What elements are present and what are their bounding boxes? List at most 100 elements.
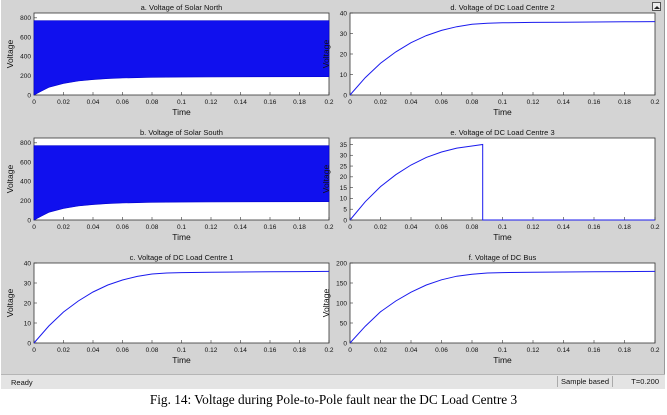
- x-tick-label: 0.1: [177, 347, 186, 354]
- y-tick-label: 150: [336, 280, 347, 287]
- y-tick-label: 0: [27, 340, 31, 347]
- scope-plots: a. Voltage of Solar North Time Voltage 0 0.0…: [5, 3, 660, 365]
- x-tick-label: 0.18: [618, 347, 631, 354]
- series-envelope: [33, 20, 330, 96]
- x-tick-label: 0.08: [466, 347, 479, 354]
- x-tick-label: 0.2: [324, 99, 333, 106]
- x-tick-label: 0.08: [146, 224, 159, 231]
- x-tick-label: 0.14: [234, 224, 247, 231]
- undock-icon[interactable]: [652, 2, 661, 11]
- y-tick-label: 600: [20, 34, 31, 41]
- x-tick-label: 0.02: [374, 224, 387, 231]
- x-tick-label: 0.12: [527, 224, 540, 231]
- x-tick-label: 0.08: [146, 99, 159, 106]
- subplot-title: d. Voltage of DC Load Centre 2: [450, 3, 554, 12]
- x-tick-label: 0.08: [466, 224, 479, 231]
- x-tick-label: 0.2: [650, 347, 659, 354]
- x-tick-label: 0.1: [177, 99, 186, 106]
- y-tick-label: 35: [340, 142, 348, 149]
- y-tick-label: 0: [343, 217, 347, 224]
- scope-window: a. Voltage of Solar North Time Voltage 0 0.0…: [1, 0, 665, 389]
- y-axis-label: Voltage: [5, 289, 15, 318]
- y-tick-label: 0: [27, 217, 31, 224]
- y-tick-label: 0: [343, 92, 347, 99]
- y-tick-label: 40: [24, 260, 32, 267]
- x-tick-label: 0.08: [466, 99, 479, 106]
- series-line: [349, 21, 656, 96]
- y-axis-label: Voltage: [321, 165, 331, 194]
- series-line: [33, 270, 330, 344]
- x-tick-label: 0.06: [435, 99, 448, 106]
- y-axis-label: Voltage: [321, 40, 331, 69]
- subplot-3: c. Voltage of DC Load Centre 1 Time Voltag…: [5, 253, 334, 365]
- subplot-title: b. Voltage of Solar South: [140, 128, 223, 137]
- x-tick-label: 0.02: [57, 347, 70, 354]
- y-tick-label: 400: [20, 54, 31, 61]
- x-tick-label: 0.2: [324, 224, 333, 231]
- x-tick-label: 0: [32, 224, 36, 231]
- y-tick-label: 5: [343, 207, 347, 214]
- x-tick-label: 0.04: [87, 224, 100, 231]
- x-tick-label: 0.14: [234, 99, 247, 106]
- x-tick-label: 0.02: [57, 99, 70, 106]
- plot-area: [349, 137, 656, 221]
- y-axis-label: Voltage: [321, 289, 331, 318]
- x-tick-label: 0.14: [557, 347, 570, 354]
- x-tick-label: 0: [348, 347, 352, 354]
- y-tick-label: 25: [340, 163, 348, 170]
- x-tick-label: 0.06: [435, 347, 448, 354]
- status-bar: Ready Sample based T=0.200: [1, 374, 665, 389]
- x-tick-label: 0.1: [498, 224, 507, 231]
- y-axis-label: Voltage: [5, 40, 15, 69]
- x-tick-label: 0.04: [87, 99, 100, 106]
- subplot-title: a. Voltage of Solar North: [141, 3, 223, 12]
- y-tick-label: 400: [20, 179, 31, 186]
- x-tick-label: 0.14: [234, 347, 247, 354]
- figure-caption: Fig. 14: Voltage during Pole-to-Pole fau…: [149, 392, 518, 407]
- x-tick-label: 0.18: [293, 99, 306, 106]
- x-tick-label: 0.02: [374, 99, 387, 106]
- x-tick-label: 0.04: [87, 347, 100, 354]
- x-tick-label: 0.06: [116, 347, 129, 354]
- x-tick-label: 0.16: [264, 347, 277, 354]
- x-tick-label: 0.04: [405, 224, 418, 231]
- y-tick-label: 800: [20, 15, 31, 22]
- x-tick-label: 0.06: [116, 224, 129, 231]
- y-tick-label: 30: [24, 280, 32, 287]
- x-axis-label: Time: [172, 232, 191, 242]
- plot-area: [349, 12, 656, 96]
- x-tick-label: 0.1: [498, 347, 507, 354]
- y-tick-label: 20: [24, 300, 32, 307]
- x-tick-label: 0.2: [324, 347, 333, 354]
- x-tick-label: 0.06: [435, 224, 448, 231]
- x-tick-label: 0.16: [588, 347, 601, 354]
- plot-area: [33, 262, 330, 344]
- series-line: [349, 270, 656, 344]
- y-tick-label: 100: [336, 300, 347, 307]
- y-tick-label: 40: [340, 10, 348, 17]
- sample-mode-label: Sample based: [557, 376, 613, 387]
- subplot-title: e. Voltage of DC Load Centre 3: [450, 128, 554, 137]
- x-tick-label: 0.2: [650, 224, 659, 231]
- x-tick-label: 0.16: [588, 224, 601, 231]
- x-axis-label: Time: [493, 355, 512, 365]
- x-axis-label: Time: [172, 107, 191, 117]
- y-axis-label: Voltage: [5, 165, 15, 194]
- x-tick-label: 0.14: [557, 224, 570, 231]
- x-tick-label: 0.2: [650, 99, 659, 106]
- x-tick-label: 0.04: [405, 99, 418, 106]
- x-tick-label: 0.1: [498, 99, 507, 106]
- y-tick-label: 200: [336, 260, 347, 267]
- subplot-1: a. Voltage of Solar North Time Voltage 0 0.0…: [5, 3, 334, 117]
- x-tick-label: 0: [348, 99, 352, 106]
- x-tick-label: 0.1: [177, 224, 186, 231]
- x-tick-label: 0.06: [116, 99, 129, 106]
- status-text: Ready: [11, 378, 33, 387]
- x-tick-label: 0: [32, 99, 36, 106]
- y-tick-label: 50: [340, 320, 348, 327]
- x-axis-label: Time: [172, 355, 191, 365]
- x-tick-label: 0.12: [205, 99, 218, 106]
- plot-area: [349, 262, 656, 344]
- y-tick-label: 200: [20, 198, 31, 205]
- x-tick-label: 0.08: [146, 347, 159, 354]
